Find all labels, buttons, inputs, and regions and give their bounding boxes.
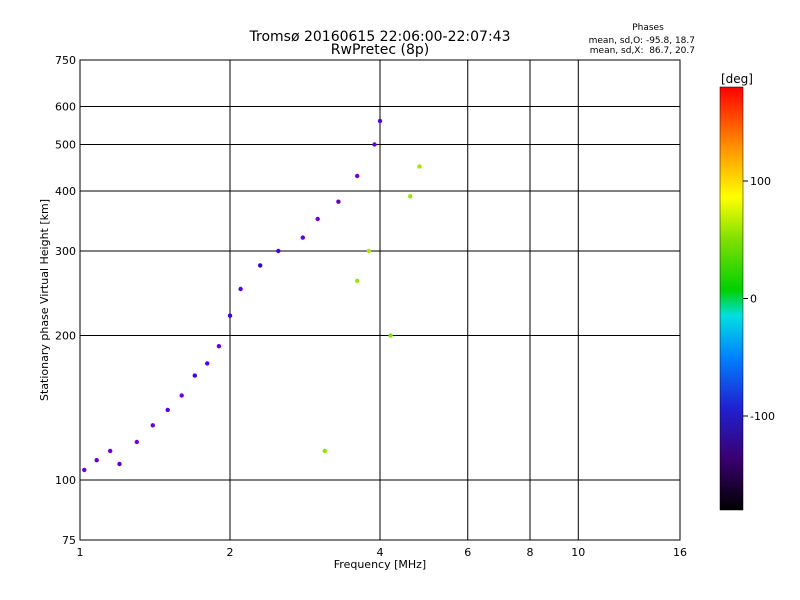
- data-point: [216, 344, 222, 349]
- y-tick-label: 400: [55, 185, 76, 198]
- x-tick-label: 10: [571, 546, 585, 559]
- colorbar: [719, 86, 744, 511]
- y-axis-label: Stationary phase Virtual Height [km]: [38, 199, 51, 401]
- data-point: [108, 448, 113, 454]
- grid: [80, 60, 680, 540]
- colorbar-tick-label: 0: [750, 293, 757, 306]
- data-point: [355, 173, 360, 179]
- data-point: [355, 278, 360, 283]
- data-point: [238, 286, 243, 292]
- data-point: [366, 248, 372, 254]
- y-tick-label: 500: [55, 139, 76, 152]
- data-point: [322, 448, 327, 454]
- y-tick-label: 75: [62, 534, 76, 547]
- data-point: [388, 333, 393, 338]
- colorbar-label: [deg]: [721, 72, 753, 86]
- y-axis-ticks: 75 100 200 300 400 500 600 750: [55, 54, 76, 547]
- stats-title: Phases: [632, 23, 664, 33]
- data-point: [82, 467, 87, 473]
- data-point: [205, 361, 210, 366]
- x-tick-label: 4: [377, 546, 384, 559]
- data-point: [94, 458, 99, 463]
- data-point: [408, 194, 413, 199]
- y-tick-label: 100: [55, 474, 76, 487]
- data-point: [276, 248, 281, 254]
- chart-title: Tromsø 20160615 22:06:00-22:07:43: [249, 29, 511, 45]
- data-point: [134, 439, 139, 445]
- data-point: [336, 199, 341, 204]
- x-axis-label: Frequency [MHz]: [334, 558, 426, 571]
- stats-x-line: mean, sd,X: 86.7, 20.7: [590, 46, 695, 56]
- data-point: [300, 235, 305, 240]
- y-tick-label: 750: [55, 54, 76, 67]
- chart-subtitle: RwPretec (8p): [331, 42, 429, 58]
- stats-o-line: mean, sd,O: -95.8, 18.7: [589, 36, 695, 46]
- data-points: [82, 118, 422, 473]
- x-tick-label: 6: [464, 546, 471, 559]
- data-point: [377, 118, 383, 124]
- y-tick-label: 300: [55, 245, 76, 258]
- data-point: [417, 164, 422, 169]
- data-point: [117, 461, 122, 467]
- data-point: [165, 407, 170, 413]
- data-point: [372, 142, 377, 147]
- colorbar-tick-label: -100: [750, 410, 775, 423]
- data-point: [179, 393, 184, 398]
- x-tick-label: 16: [673, 546, 687, 559]
- data-point: [150, 423, 155, 428]
- y-tick-label: 600: [55, 101, 76, 114]
- plot-frame: [79, 59, 681, 541]
- colorbar-ticks: 100 0 -100: [743, 175, 775, 423]
- data-point: [315, 216, 320, 222]
- data-point: [258, 263, 263, 268]
- data-point: [192, 373, 197, 378]
- x-tick-label: 8: [527, 546, 534, 559]
- colorbar-tick-label: 100: [750, 175, 771, 188]
- x-tick-label: 1: [77, 546, 84, 559]
- x-axis-ticks: 1 2 4 6 8 10 16: [77, 546, 688, 559]
- x-tick-label: 2: [227, 546, 234, 559]
- y-tick-label: 200: [55, 330, 76, 343]
- data-point: [227, 313, 233, 318]
